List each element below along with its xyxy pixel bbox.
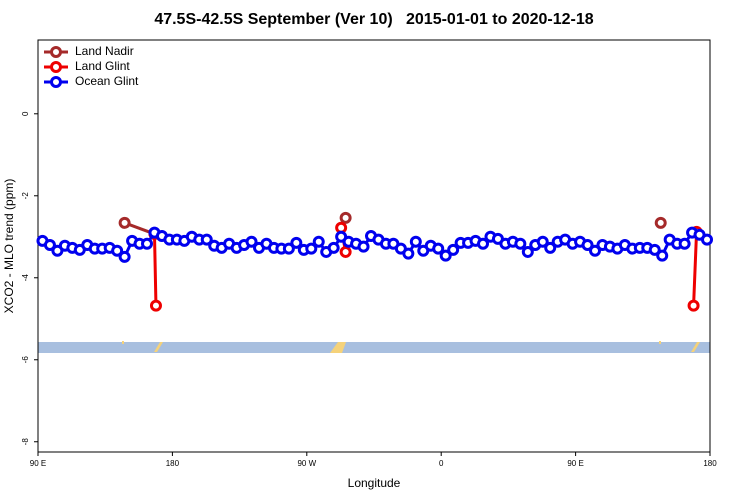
point	[305, 242, 318, 255]
point	[447, 243, 460, 256]
point	[581, 238, 594, 251]
point	[439, 249, 452, 262]
x-tick-label: 90 E	[567, 459, 583, 468]
legend-marker	[50, 61, 62, 73]
point	[409, 235, 422, 248]
chart-title: 47.5S-42.5S September (Ver 10) 2015-01-0…	[154, 11, 593, 28]
x-tick-label: 180	[703, 459, 717, 468]
y-tick-label: 0	[21, 111, 30, 116]
point	[432, 242, 445, 255]
point	[200, 233, 213, 246]
point	[648, 243, 661, 256]
x-tick-label: 180	[166, 459, 180, 468]
point	[687, 299, 700, 312]
x-tick-label: 0	[439, 459, 444, 468]
y-tick-label: -6	[21, 356, 30, 364]
point	[312, 235, 325, 248]
point	[118, 216, 131, 229]
series-line	[125, 223, 661, 234]
y-tick-label: -2	[21, 192, 30, 200]
point	[290, 236, 303, 249]
point	[536, 235, 549, 248]
point	[149, 299, 162, 312]
point	[111, 244, 124, 257]
point	[118, 250, 131, 263]
point	[339, 245, 352, 258]
point	[701, 233, 714, 246]
land-mask-band	[38, 342, 710, 353]
point	[514, 237, 527, 250]
point	[402, 247, 415, 260]
y-axis-label: XCO2 - MLO trend (ppm)	[2, 179, 16, 314]
point	[678, 237, 691, 250]
point	[282, 242, 295, 255]
plot-frame	[37, 39, 711, 453]
y-tick-label: -8	[21, 438, 30, 446]
land-mask-marks	[122, 341, 700, 353]
legend-marker	[50, 46, 62, 58]
x-tick-label: 90 W	[297, 459, 316, 468]
point	[339, 211, 352, 224]
point	[544, 241, 557, 254]
legend-text: Ocean Glint	[75, 74, 139, 88]
legend-text: Land Nadir	[75, 44, 134, 58]
y-tick-label: -4	[21, 274, 30, 282]
point	[357, 240, 370, 253]
point	[656, 249, 669, 262]
x-tick-label: 90 E	[30, 459, 46, 468]
point	[43, 238, 56, 251]
point	[245, 235, 258, 248]
x-axis-label: Longitude	[348, 476, 401, 490]
point	[589, 244, 602, 257]
point	[327, 241, 340, 254]
point	[521, 245, 534, 258]
point	[654, 216, 667, 229]
legend-marker	[50, 76, 62, 88]
point	[141, 237, 154, 250]
legend-text: Land Glint	[75, 59, 130, 73]
point	[477, 237, 490, 250]
series-line	[152, 227, 699, 306]
